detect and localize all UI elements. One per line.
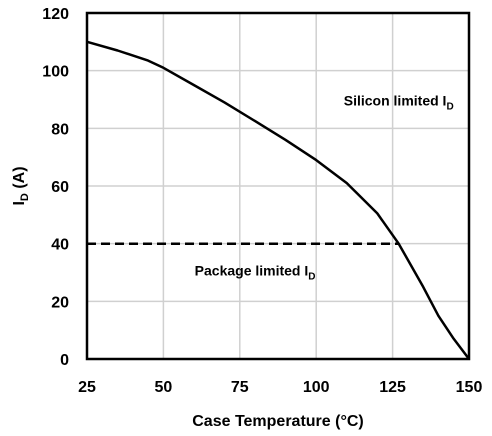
- x-tick-label: 150: [456, 379, 483, 396]
- y-tick-label: 20: [51, 294, 69, 311]
- x-tick-label: 100: [303, 379, 330, 396]
- y-tick-label: 80: [51, 121, 69, 138]
- x-axis-title: Case Temperature (°C): [192, 413, 363, 430]
- grid-lines: [86, 12, 470, 360]
- x-tick-label: 25: [78, 379, 96, 396]
- annotation-label: Package limited ID: [195, 262, 316, 282]
- y-tick-label: 60: [51, 179, 69, 196]
- y-axis-title: ID (A): [11, 166, 31, 205]
- annotations: Silicon limited ID Package limited ID: [195, 92, 454, 282]
- y-tick-label: 100: [42, 64, 69, 81]
- silicon-limit-curve: [86, 40, 470, 360]
- annotation-label: Silicon limited ID: [344, 92, 454, 112]
- x-tick-label: 50: [155, 379, 173, 396]
- x-tick-label: 125: [379, 379, 406, 396]
- x-tick-label: 75: [231, 379, 249, 396]
- plot-area-frame: [85, 11, 471, 361]
- y-tick-label: 0: [60, 352, 69, 369]
- y-tick-label: 120: [42, 6, 69, 23]
- tick-labels: 25 50 75 100 125 150 0 20 40 60 80 100 120: [42, 6, 482, 396]
- series-layer: [86, 40, 470, 360]
- y-tick-label: 40: [51, 237, 69, 254]
